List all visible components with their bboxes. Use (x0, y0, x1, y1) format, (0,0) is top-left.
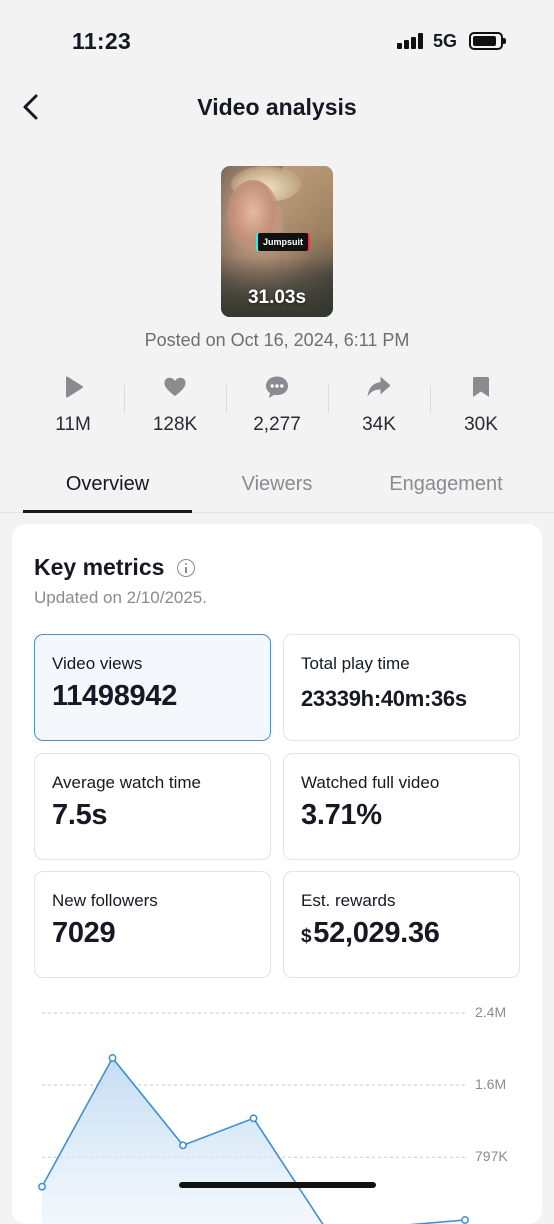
data-point (38, 1182, 46, 1191)
info-icon[interactable] (177, 559, 195, 577)
data-point (249, 1114, 258, 1123)
section-title: Key metrics (34, 554, 165, 580)
metric-value: 7.5s (52, 799, 108, 831)
home-indicator (179, 1182, 376, 1188)
metric-value: 7029 (52, 917, 116, 949)
metric-label: Video views (52, 654, 143, 673)
share-icon (367, 376, 391, 397)
metric-label: Total play time (301, 654, 410, 673)
video-duration: 31.03s (247, 287, 307, 308)
metric-label: New followers (52, 891, 158, 910)
video-thumbnail[interactable]: Jumpsuit 31.03s (221, 166, 333, 317)
back-button[interactable] (20, 92, 44, 122)
video-stats: 11M 128K 2,277 34K 30K (0, 370, 554, 440)
play-icon (66, 376, 83, 398)
metric-average-watch-time[interactable]: Average watch time 7.5s (34, 753, 271, 860)
metric-label: Average watch time (52, 773, 201, 792)
stat-shares: 34K (328, 370, 430, 436)
stat-value: 11M (55, 414, 91, 435)
series-area (42, 1058, 465, 1224)
tab-overview[interactable]: Overview (65, 473, 150, 495)
updated-date: Updated on 2/10/2025. (34, 588, 207, 607)
metric-label: Watched full video (301, 773, 440, 792)
tab-bar: Overview Viewers Engagement (0, 466, 554, 513)
metric-video-views[interactable]: Video views 11498942 (34, 634, 271, 741)
comment-icon (266, 376, 288, 398)
stat-value: 128K (152, 414, 198, 435)
data-point (461, 1216, 469, 1224)
y-tick-label: 797K (475, 1148, 508, 1164)
rewards-amount: 52,029.36 (313, 917, 440, 949)
metric-label: Est. rewards (301, 891, 396, 910)
stat-likes: 128K (124, 370, 226, 436)
nav-bar: Video analysis (0, 80, 554, 136)
posted-date: Posted on Oct 16, 2024, 6:11 PM (144, 330, 410, 350)
y-tick-label: 2.4M (475, 1004, 507, 1020)
stat-value: 34K (362, 414, 396, 435)
tab-viewers[interactable]: Viewers (241, 473, 313, 495)
views-chart: 2.4M 1.6M 797K (12, 994, 542, 1224)
metric-value: 3.71% (301, 799, 382, 831)
metric-est-rewards[interactable]: Est. rewards $52,029.36 (283, 871, 520, 978)
status-bar: 11:23 5G (0, 0, 554, 80)
metric-new-followers[interactable]: New followers 7029 (34, 871, 271, 978)
network-type: 5G (433, 31, 458, 51)
heart-icon (164, 377, 186, 396)
active-tab-indicator (23, 510, 192, 513)
metric-value: 23339h:40m:36s (301, 686, 467, 711)
battery-icon (469, 32, 506, 50)
status-time: 11:23 (72, 28, 132, 54)
metric-total-play-time[interactable]: Total play time 23339h:40m:36s (283, 634, 520, 741)
divider (124, 385, 125, 413)
metric-value: 11498942 (52, 680, 178, 712)
y-tick-label: 1.6M (475, 1076, 507, 1092)
stat-plays: 11M (22, 370, 124, 436)
stat-comments: 2,277 (226, 370, 328, 436)
metric-value: $52,029.36 (301, 917, 440, 950)
divider (430, 385, 431, 413)
divider (328, 385, 329, 413)
stat-saves: 30K (430, 370, 532, 436)
data-point (179, 1141, 187, 1150)
metric-watched-full-video[interactable]: Watched full video 3.71% (283, 753, 520, 860)
data-point (108, 1054, 117, 1062)
divider (226, 385, 227, 413)
cellular-signal-icon (397, 33, 425, 49)
tab-engagement[interactable]: Engagement (389, 473, 503, 495)
currency-symbol: $ (301, 926, 312, 947)
video-sticker: Jumpsuit (258, 233, 309, 251)
bookmark-icon (473, 377, 489, 397)
page-title: Video analysis (197, 94, 357, 120)
chevron-left-icon (23, 94, 38, 120)
chart-plot (38, 1012, 469, 1224)
stat-value: 30K (464, 414, 498, 435)
stat-value: 2,277 (253, 414, 301, 435)
key-metrics-card: Key metrics Updated on 2/10/2025. Video … (12, 524, 542, 1224)
